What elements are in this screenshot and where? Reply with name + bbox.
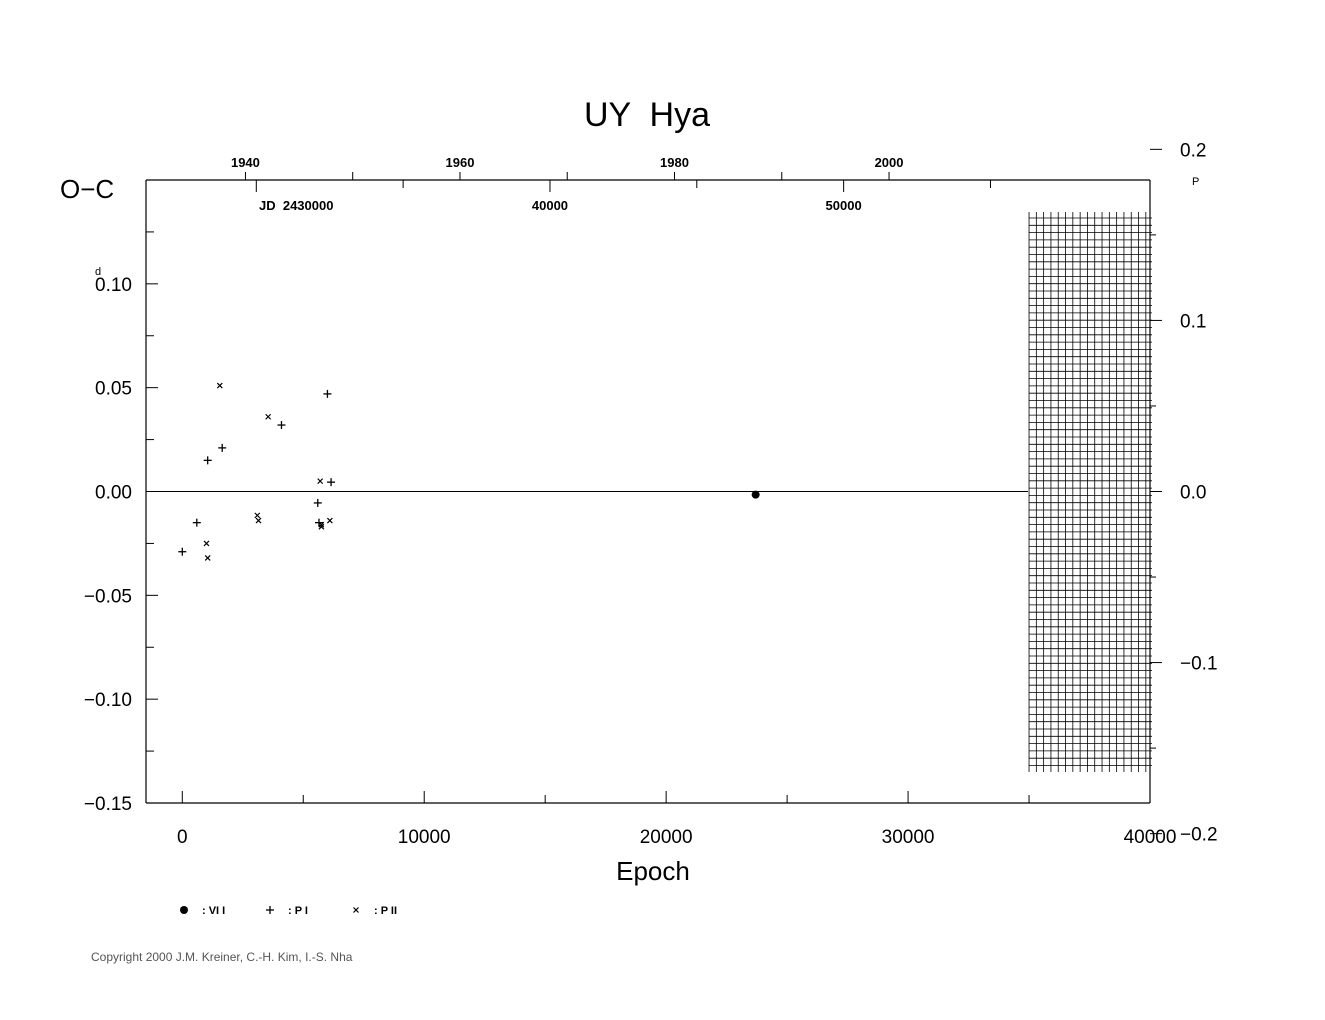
right-tick-label: 0.0: [1180, 483, 1206, 504]
legend-marker-cross: [353, 907, 359, 913]
cross-b: [255, 517, 262, 524]
x-axis-title: Epoch: [616, 856, 690, 886]
cross-b: [318, 521, 325, 528]
data-point-cross: [318, 523, 325, 530]
year-tick-label: 1940: [231, 155, 260, 170]
right-tick-label: 0.1: [1180, 311, 1206, 332]
jd-axis-prefix: JD 2430000: [259, 198, 333, 213]
data-point-cross: [317, 478, 324, 485]
y-tick-label: −0.15: [84, 794, 132, 815]
cross-b: [353, 907, 359, 913]
right-tick-label: 0.2: [1180, 140, 1206, 161]
y-unit-superscript: d: [95, 266, 101, 278]
cross-b: [326, 517, 333, 524]
jd-tick-label: 40000: [532, 198, 568, 213]
data-point-plus: [178, 547, 187, 556]
cross-b: [254, 512, 261, 519]
data-point-cross: [255, 517, 262, 524]
copyright-notice: Copyright 2000 J.M. Kreiner, C.-H. Kim, …: [91, 950, 353, 964]
data-point-cross: [326, 517, 333, 524]
tick-labels: 0 10000 20000 30000 40000−0.15−0.10−0.050.00…: [84, 140, 1218, 848]
x-tick-label: 20000: [640, 827, 693, 848]
data-point-cross: [203, 540, 210, 547]
cross-b: [265, 413, 272, 420]
legend-label: : P I: [288, 905, 308, 917]
data-markers: [178, 382, 760, 561]
hatched-region: [1028, 212, 1152, 772]
data-point-plus: [313, 498, 322, 507]
x-tick-label: 40000: [1124, 827, 1177, 848]
year-tick-label: 2000: [875, 155, 904, 170]
cross-b: [216, 382, 223, 389]
right-unit-superscript: P: [1192, 176, 1199, 188]
data-point-dot: [751, 490, 760, 499]
data-point-plus: [327, 478, 336, 487]
data-point-cross: [204, 555, 211, 561]
y-tick-label: 0.10: [95, 275, 132, 296]
data-point-cross: [216, 382, 223, 389]
x-tick-label: 0: [177, 827, 188, 848]
jd-tick-label: 50000: [826, 198, 862, 213]
legend-marker-dot: [180, 906, 188, 914]
y-axis-title: O−C: [60, 174, 114, 204]
data-point-cross: [265, 413, 272, 420]
data-point-plus: [323, 389, 332, 398]
legend-marker-plus: [266, 906, 274, 914]
year-tick-label: 1960: [446, 155, 475, 170]
plot-frame: [145, 148, 1162, 835]
x-tick-label: 10000: [398, 827, 451, 848]
y-tick-label: −0.10: [84, 690, 132, 711]
legend-label: : VI I: [202, 905, 225, 917]
data-point-cross: [318, 521, 325, 528]
data-point-plus: [203, 456, 212, 465]
y-tick-label: −0.05: [84, 586, 132, 607]
cross-b: [203, 540, 210, 547]
data-point-plus: [192, 518, 201, 527]
legend-label: : P II: [374, 905, 397, 917]
cross-b: [318, 523, 325, 530]
cross-b: [317, 478, 324, 485]
x-tick-label: 30000: [882, 827, 935, 848]
y-tick-label: 0.00: [95, 483, 132, 504]
data-point-cross: [254, 512, 261, 519]
data-point-plus: [277, 421, 286, 430]
right-tick-label: −0.2: [1180, 825, 1218, 846]
data-point-plus: [218, 443, 227, 452]
right-tick-label: −0.1: [1180, 654, 1218, 675]
year-tick-label: 1980: [660, 155, 689, 170]
legend: : VI I : P I : P II: [180, 905, 397, 917]
y-tick-label: 0.05: [95, 379, 132, 400]
chart-title: UY Hya: [584, 96, 710, 134]
cross-b: [204, 555, 211, 561]
